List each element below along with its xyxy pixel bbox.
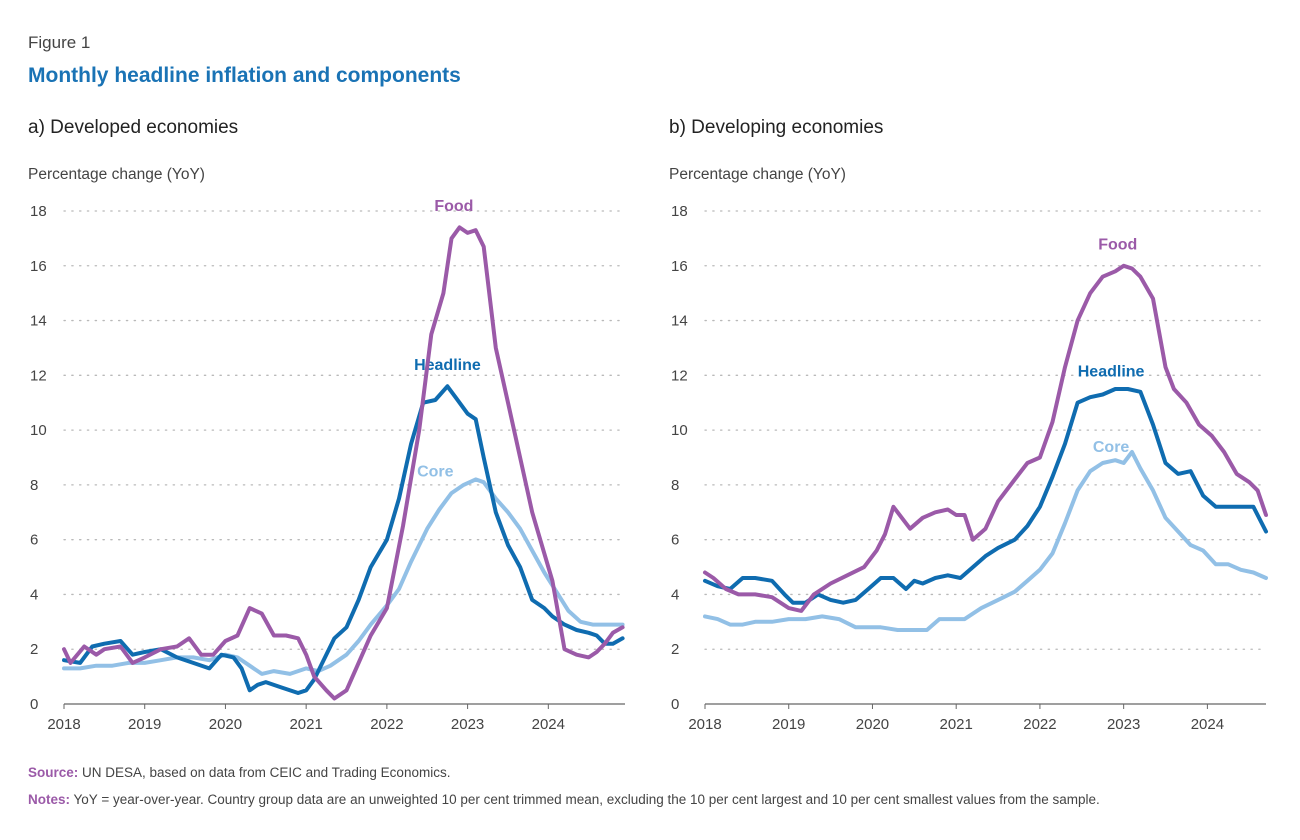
chart-developing: 0 2 4 6 8 10 12 14 16 18 2018 2019 2020 2021 2022 2023 2… bbox=[671, 203, 1268, 733]
x-tick-label: 2018 bbox=[688, 716, 721, 733]
y-tick-label: 12 bbox=[671, 367, 688, 384]
x-tick-label: 2020 bbox=[209, 716, 242, 733]
x-tick-label: 2022 bbox=[370, 716, 403, 733]
y-tick-label: 18 bbox=[30, 203, 47, 220]
y-tick-label: 2 bbox=[30, 641, 38, 658]
y-tick-label: 0 bbox=[30, 696, 38, 713]
y-tick-label: 8 bbox=[30, 477, 38, 494]
x-tick-label: 2023 bbox=[451, 716, 484, 733]
series-line-core bbox=[703, 450, 1268, 632]
x-tick-label: 2023 bbox=[1107, 716, 1140, 733]
figure-title: Monthly headline inflation and component… bbox=[28, 64, 461, 87]
x-tick-label: 2020 bbox=[856, 716, 889, 733]
series-line-headline bbox=[62, 384, 625, 695]
series-line-headline bbox=[703, 387, 1268, 605]
x-tick-label: 2021 bbox=[940, 716, 973, 733]
y-tick-label: 4 bbox=[671, 586, 679, 603]
y-tick-label: 18 bbox=[671, 203, 688, 220]
y-tick-label: 10 bbox=[671, 422, 688, 439]
series-label-food: Food bbox=[1098, 236, 1137, 253]
notes-label: Notes: bbox=[28, 792, 71, 807]
x-tick-label: 2019 bbox=[772, 716, 805, 733]
y-tick-label: 0 bbox=[671, 696, 679, 713]
y-tick-label: 6 bbox=[30, 532, 38, 549]
x-tick-label: 2024 bbox=[532, 716, 565, 733]
y-tick-label: 10 bbox=[30, 422, 47, 439]
notes-text: YoY = year-over-year. Country group data… bbox=[73, 792, 1100, 807]
y-tick-label: 2 bbox=[671, 641, 679, 658]
y-axis-label-developing: Percentage change (YoY) bbox=[669, 166, 846, 183]
y-tick-label: 14 bbox=[30, 313, 47, 330]
series-line-food bbox=[703, 263, 1268, 613]
source-text: UN DESA, based on data from CEIC and Tra… bbox=[82, 765, 451, 780]
y-axis-label-developed: Percentage change (YoY) bbox=[28, 166, 205, 183]
y-tick-label: 16 bbox=[30, 258, 47, 275]
series-label-core: Core bbox=[417, 464, 454, 481]
panel-title-developing: b) Developing economies bbox=[669, 117, 884, 138]
series-label-headline: Headline bbox=[414, 357, 481, 374]
x-tick-label: 2024 bbox=[1191, 716, 1224, 733]
notes: Notes: YoY = year-over-year. Country gro… bbox=[28, 792, 1100, 807]
y-tick-label: 8 bbox=[671, 477, 679, 494]
x-tick-label: 2021 bbox=[289, 716, 322, 733]
x-tick-label: 2018 bbox=[47, 716, 80, 733]
series-label-headline: Headline bbox=[1078, 364, 1145, 381]
series-label-food: Food bbox=[434, 198, 473, 215]
chart-developed: 0 2 4 6 8 10 12 14 16 18 2018 2019 2020 2021 2022 2023 2… bbox=[30, 198, 626, 733]
series-line-food bbox=[62, 225, 625, 701]
series-line-core bbox=[62, 477, 625, 676]
y-tick-label: 4 bbox=[30, 586, 38, 603]
panel-title-developed: a) Developed economies bbox=[28, 117, 239, 138]
y-tick-label: 16 bbox=[671, 258, 688, 275]
x-tick-label: 2022 bbox=[1023, 716, 1056, 733]
x-tick-label: 2019 bbox=[128, 716, 161, 733]
y-tick-label: 6 bbox=[671, 532, 679, 549]
figure-label: Figure 1 bbox=[28, 33, 91, 52]
y-tick-label: 14 bbox=[671, 313, 688, 330]
series-label-core: Core bbox=[1093, 439, 1130, 456]
y-tick-label: 12 bbox=[30, 367, 47, 384]
source-note: Source: UN DESA, based on data from CEIC… bbox=[28, 765, 450, 780]
source-label: Source: bbox=[28, 765, 79, 780]
